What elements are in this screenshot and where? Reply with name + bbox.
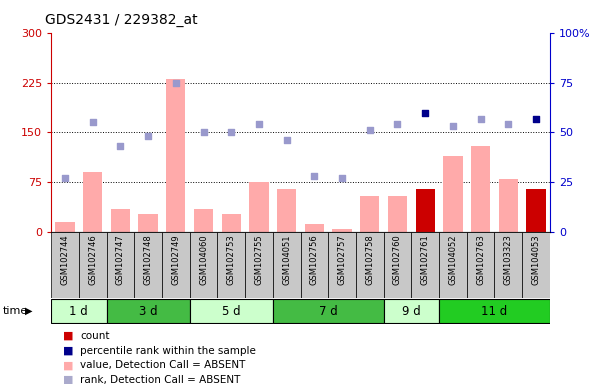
Text: ■: ■ [63,360,73,370]
Point [337,175,347,182]
Text: GSM104060: GSM104060 [199,234,208,285]
Text: 5 d: 5 d [222,305,240,318]
Text: GSM102758: GSM102758 [365,234,374,285]
Text: GSM102747: GSM102747 [116,234,125,285]
Text: GSM102749: GSM102749 [171,234,180,285]
Text: GSM102760: GSM102760 [393,234,402,285]
Text: 1 d: 1 d [70,305,88,318]
Bar [190,299,273,323]
Bar [467,232,495,298]
Bar [245,232,273,298]
Text: ■: ■ [63,346,73,356]
Bar [277,189,296,232]
Bar [439,299,550,323]
Point [254,121,264,127]
Bar [356,232,383,298]
Text: GSM104051: GSM104051 [282,234,291,285]
Bar [79,232,106,298]
Text: time: time [3,306,28,316]
Bar [134,232,162,298]
Bar [415,189,435,232]
Bar [495,232,522,298]
Text: 11 d: 11 d [481,305,508,318]
Point [60,175,70,182]
Point [421,109,430,116]
Bar [249,182,269,232]
Point [476,116,486,122]
Bar [443,156,463,232]
Bar [106,232,134,298]
Point [392,121,402,127]
Text: 7 d: 7 d [319,305,338,318]
Point [171,79,181,86]
Bar [273,232,300,298]
Text: GSM103323: GSM103323 [504,234,513,285]
Bar [360,196,379,232]
Bar [388,196,407,232]
Bar [194,209,213,232]
Text: ▶: ▶ [25,306,32,316]
Bar [111,209,130,232]
Point [531,116,541,122]
Point [115,143,125,149]
Text: GSM102755: GSM102755 [254,234,263,285]
Text: GSM102748: GSM102748 [144,234,153,285]
Bar [300,232,328,298]
Text: 3 d: 3 d [139,305,157,318]
Bar [51,299,106,323]
Bar [83,172,102,232]
Text: GSM102746: GSM102746 [88,234,97,285]
Point [227,129,236,136]
Bar [499,179,518,232]
Bar [273,299,383,323]
Text: GDS2431 / 229382_at: GDS2431 / 229382_at [45,13,198,27]
Point [199,129,209,136]
Text: value, Detection Call = ABSENT: value, Detection Call = ABSENT [80,360,245,370]
Text: GSM104052: GSM104052 [448,234,457,285]
Text: GSM102757: GSM102757 [338,234,347,285]
Bar [439,232,467,298]
Bar [383,232,411,298]
Text: 9 d: 9 d [402,305,421,318]
Bar [522,232,550,298]
Point [143,133,153,139]
Text: GSM102756: GSM102756 [310,234,319,285]
Point [365,127,374,134]
Text: ■: ■ [63,331,73,341]
Text: rank, Detection Call = ABSENT: rank, Detection Call = ABSENT [80,375,240,384]
Bar [526,189,546,232]
Text: GSM102763: GSM102763 [476,234,485,285]
Bar [328,232,356,298]
Bar [411,232,439,298]
Point [88,119,97,126]
Bar [106,299,190,323]
Bar [55,222,75,232]
Text: ■: ■ [63,375,73,384]
Bar [222,214,241,232]
Text: GSM102753: GSM102753 [227,234,236,285]
Bar [162,232,190,298]
Point [504,121,513,127]
Bar [305,224,324,232]
Bar [218,232,245,298]
Bar [166,79,186,232]
Bar [383,299,439,323]
Text: GSM102761: GSM102761 [421,234,430,285]
Bar [332,229,352,232]
Point [310,173,319,179]
Point [448,123,458,129]
Text: percentile rank within the sample: percentile rank within the sample [80,346,256,356]
Point [282,137,291,144]
Bar [138,214,158,232]
Text: GSM104053: GSM104053 [531,234,540,285]
Bar [190,232,218,298]
Bar [51,232,79,298]
Text: GSM102744: GSM102744 [61,234,70,285]
Text: count: count [80,331,109,341]
Bar [471,146,490,232]
